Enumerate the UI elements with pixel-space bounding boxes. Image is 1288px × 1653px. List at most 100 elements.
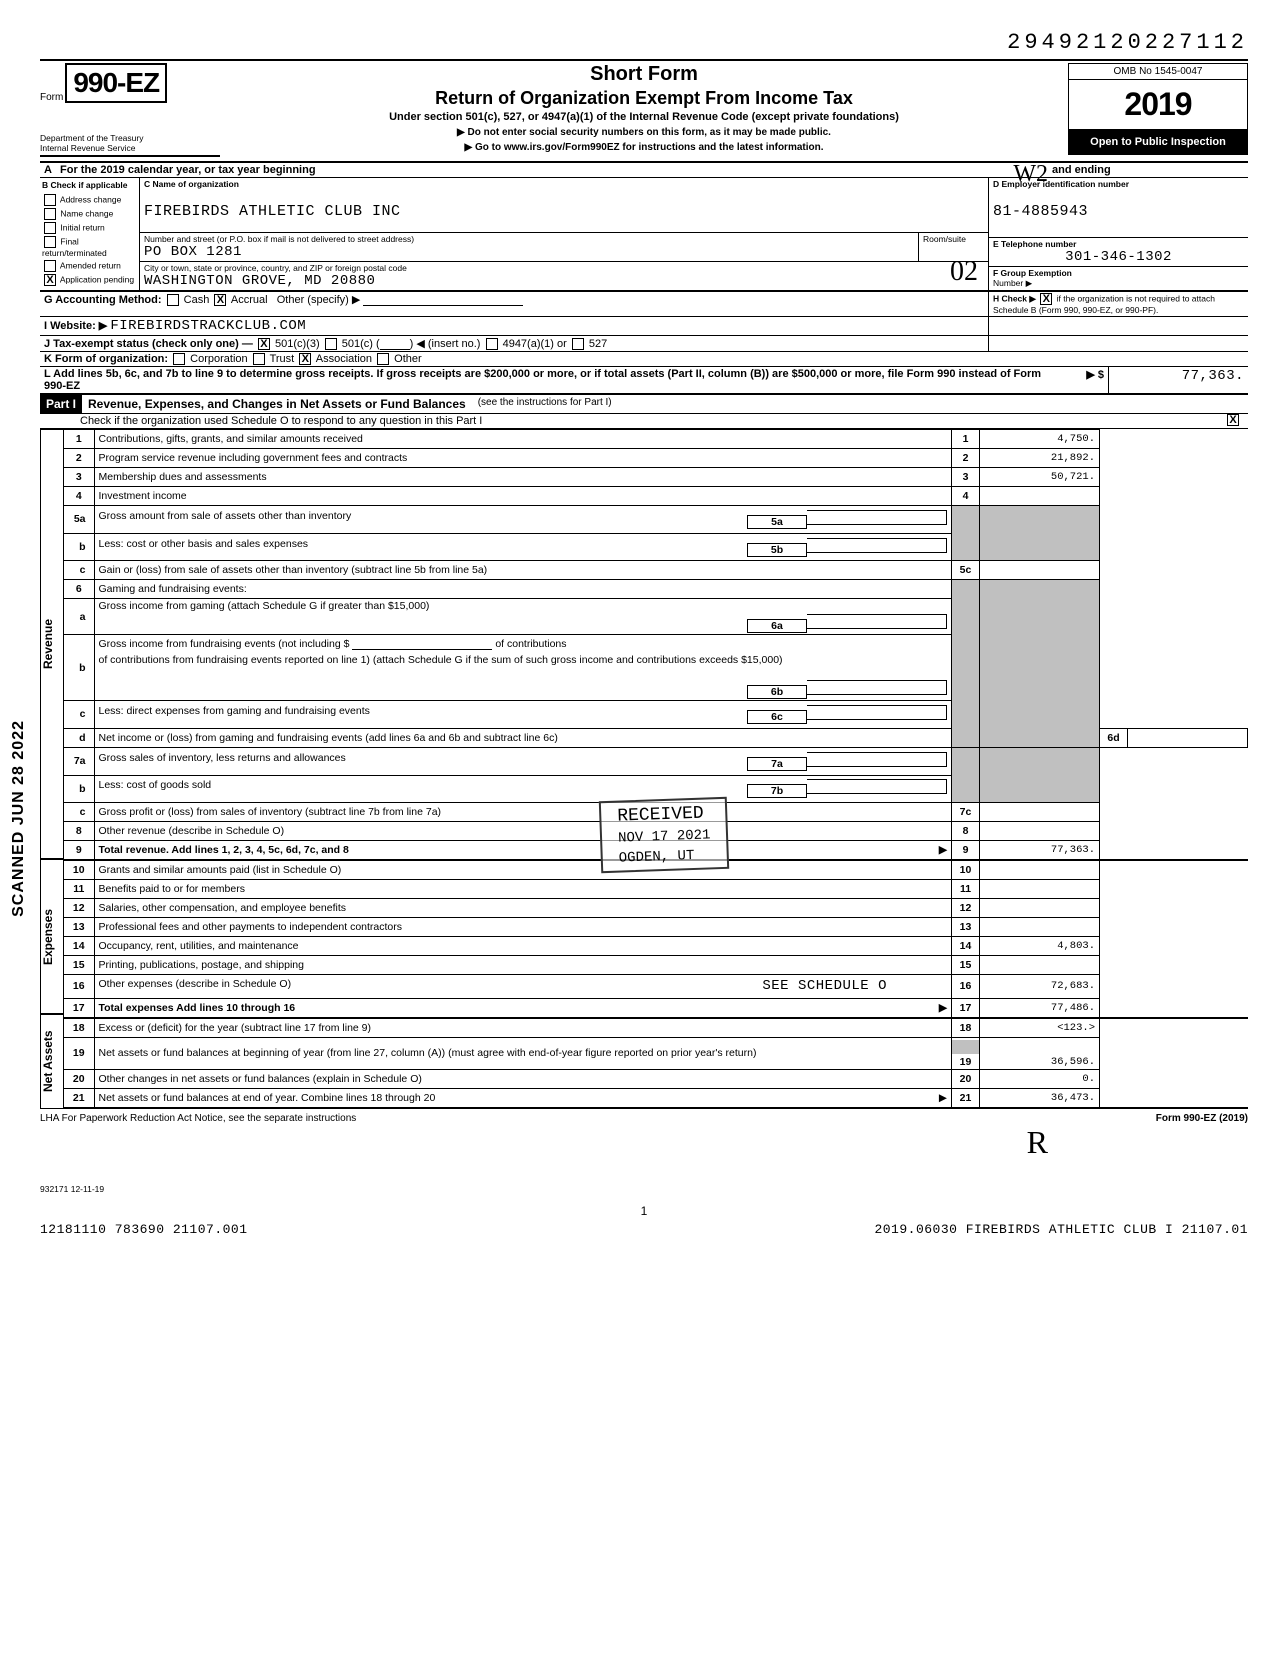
room-label: Room/suite bbox=[923, 234, 984, 244]
table-row: 18Excess or (deficit) for the year (subt… bbox=[64, 1018, 1248, 1038]
revenue-side-label: Revenue bbox=[40, 429, 64, 859]
schedo-checkbox[interactable] bbox=[1227, 414, 1239, 426]
k-corp-label: Corporation bbox=[190, 353, 247, 365]
part1-title: Revenue, Expenses, and Changes in Net As… bbox=[82, 395, 472, 413]
goto-instr: ▶ Go to www.irs.gov/Form990EZ for instru… bbox=[220, 142, 1068, 153]
form-number: 990-EZ bbox=[65, 63, 167, 103]
k-assoc-label: Association bbox=[316, 353, 372, 365]
l-value: 77,363. bbox=[1108, 367, 1248, 393]
tax-year: 2019 bbox=[1068, 80, 1248, 130]
j-527-label: 527 bbox=[589, 338, 607, 350]
j-label: J Tax-exempt status (check only one) — bbox=[44, 338, 253, 350]
table-row: 7aGross sales of inventory, less returns… bbox=[64, 747, 1248, 775]
g-label: G Accounting Method: bbox=[44, 294, 162, 306]
amended-return-label: Amended return bbox=[60, 260, 121, 270]
initial-r: R bbox=[1027, 1124, 1048, 1161]
table-row: 6Gaming and fundraising events: bbox=[64, 580, 1248, 599]
i-label: I Website: ▶ bbox=[44, 320, 107, 332]
table-row: 19Net assets or fund balances at beginni… bbox=[64, 1037, 1248, 1069]
received-stamp: RECEIVED NOV 17 2021 OGDEN, UT bbox=[599, 797, 730, 873]
application-pending-label: Application pending bbox=[60, 274, 134, 284]
f-number-label: Number ▶ bbox=[993, 278, 1244, 289]
f-group-label: F Group Exemption bbox=[993, 268, 1244, 278]
main-title: Return of Organization Exempt From Incom… bbox=[220, 88, 1068, 109]
b-letter: B Check if applicable bbox=[42, 180, 137, 190]
initial-return-label: Initial return bbox=[60, 222, 104, 232]
table-row: cGain or (loss) from sale of assets othe… bbox=[64, 561, 1248, 580]
table-row: 1Contributions, gifts, grants, and simil… bbox=[64, 430, 1248, 449]
org-name: FIREBIRDS ATHLETIC CLUB INC bbox=[144, 203, 984, 220]
k-label: K Form of organization: bbox=[44, 353, 168, 365]
table-row: 4Investment income4 bbox=[64, 486, 1248, 505]
ein-value: 81-4885943 bbox=[993, 203, 1244, 220]
page-number: 1 bbox=[40, 1204, 1248, 1218]
k-trust-checkbox[interactable] bbox=[253, 353, 265, 365]
c-name-label: C Name of organization bbox=[144, 179, 984, 189]
table-row: 5aGross amount from sale of assets other… bbox=[64, 505, 1248, 533]
website-value: FIREBIRDSTRACKCLUB.COM bbox=[110, 318, 306, 334]
document-locator-number: 29492120227112 bbox=[40, 30, 1248, 55]
k-assoc-checkbox[interactable] bbox=[299, 353, 311, 365]
table-row: 15Printing, publications, postage, and s… bbox=[64, 955, 1248, 974]
cash-checkbox[interactable] bbox=[167, 294, 179, 306]
addr-label: Number and street (or P.O. box if mail i… bbox=[144, 234, 914, 244]
dept-label: Department of the Treasury Internal Reve… bbox=[40, 133, 220, 157]
table-row: 21Net assets or fund balances at end of … bbox=[64, 1088, 1248, 1108]
city-label: City or town, state or province, country… bbox=[144, 263, 984, 273]
l-label: L Add lines 5b, 6c, and 7b to line 9 to … bbox=[44, 368, 1041, 392]
initial-mark: W2 bbox=[1013, 161, 1048, 188]
no-ssn-instr: ▶ Do not enter social security numbers o… bbox=[220, 127, 1068, 138]
h-label: H Check ▶ bbox=[993, 293, 1036, 303]
form-prefix: Form bbox=[40, 92, 63, 103]
lha-notice: LHA For Paperwork Reduction Act Notice, … bbox=[40, 1113, 356, 1124]
e-phone-label: E Telephone number bbox=[993, 239, 1244, 249]
j-4947-label: 4947(a)(1) or bbox=[503, 338, 567, 350]
k-other-label: Other bbox=[394, 353, 422, 365]
line-a-letter: A bbox=[40, 163, 56, 177]
table-row: 13Professional fees and other payments t… bbox=[64, 918, 1248, 937]
table-row: 11Benefits paid to or for members11 bbox=[64, 880, 1248, 899]
name-change-label: Name change bbox=[60, 208, 113, 218]
amended-return-checkbox[interactable] bbox=[44, 260, 56, 272]
footer-bottom-left: 12181110 783690 21107.001 bbox=[40, 1222, 248, 1237]
j-527-checkbox[interactable] bbox=[572, 338, 584, 350]
6b-of-contrib: of contributions bbox=[495, 638, 566, 650]
initial-return-checkbox[interactable] bbox=[44, 222, 56, 234]
table-row: 3Membership dues and assessments350,721. bbox=[64, 468, 1248, 487]
j-501c-label: 501(c) ( bbox=[342, 338, 380, 350]
k-corp-checkbox[interactable] bbox=[173, 353, 185, 365]
h-checkbox[interactable] bbox=[1040, 293, 1052, 305]
table-row: 16Other expenses (describe in Schedule O… bbox=[64, 974, 1248, 998]
scanned-stamp: SCANNED JUN 28 2022 bbox=[10, 720, 28, 917]
accrual-checkbox[interactable] bbox=[214, 294, 226, 306]
j-501c3-checkbox[interactable] bbox=[258, 338, 270, 350]
address-change-checkbox[interactable] bbox=[44, 194, 56, 206]
application-pending-checkbox[interactable] bbox=[44, 274, 56, 286]
open-public-label: Open to Public Inspection bbox=[1068, 130, 1248, 155]
final-return-checkbox[interactable] bbox=[44, 236, 56, 248]
footer-bottom-right: 2019.06030 FIREBIRDS ATHLETIC CLUB I 211… bbox=[874, 1222, 1248, 1237]
accrual-label: Accrual bbox=[231, 294, 268, 306]
footer-code: 932171 12-11-19 bbox=[40, 1184, 1248, 1194]
period-and: and ending bbox=[1048, 163, 1248, 177]
k-trust-label: Trust bbox=[270, 353, 295, 365]
l-arrow: ▶ $ bbox=[1048, 367, 1108, 393]
netassets-side-label: Net Assets bbox=[40, 1014, 64, 1109]
address-change-label: Address change bbox=[60, 194, 121, 204]
other-method-label: Other (specify) ▶ bbox=[277, 294, 361, 306]
k-other-checkbox[interactable] bbox=[377, 353, 389, 365]
name-change-checkbox[interactable] bbox=[44, 208, 56, 220]
table-row: 14Occupancy, rent, utilities, and mainte… bbox=[64, 937, 1248, 956]
period-label: For the 2019 calendar year, or tax year … bbox=[56, 163, 1048, 177]
part1-table: 1Contributions, gifts, grants, and simil… bbox=[64, 429, 1248, 1109]
j-501c3-label: 501(c)(3) bbox=[275, 338, 320, 350]
j-501c-checkbox[interactable] bbox=[325, 338, 337, 350]
cash-label: Cash bbox=[184, 294, 210, 306]
part1-instr: (see the instructions for Part I) bbox=[472, 395, 618, 413]
j-4947-checkbox[interactable] bbox=[486, 338, 498, 350]
table-row: 20Other changes in net assets or fund ba… bbox=[64, 1069, 1248, 1088]
table-row: 17Total expenses Add lines 10 through 16… bbox=[64, 998, 1248, 1018]
j-insert-label: ) ◀ (insert no.) bbox=[410, 338, 481, 350]
omb-number: OMB No 1545-0047 bbox=[1068, 63, 1248, 80]
form-ref: Form 990-EZ (2019) bbox=[1156, 1113, 1248, 1124]
